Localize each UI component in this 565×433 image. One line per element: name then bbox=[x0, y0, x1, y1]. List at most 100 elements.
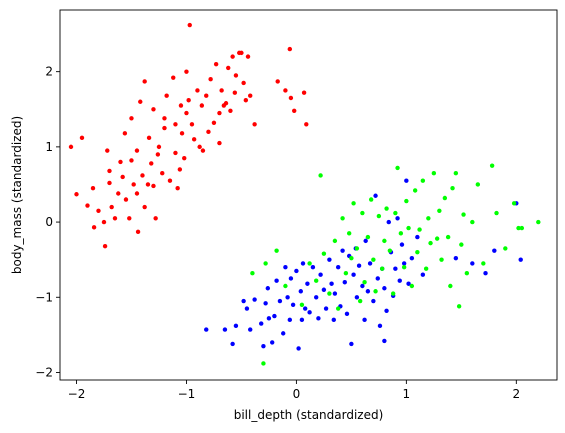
data-point bbox=[118, 159, 123, 165]
data-point bbox=[288, 95, 294, 101]
data-point bbox=[314, 295, 319, 300]
data-point bbox=[200, 148, 206, 153]
data-point bbox=[434, 236, 440, 241]
y-axis-label: body_mass (standardized) bbox=[10, 116, 24, 274]
data-point bbox=[171, 75, 176, 80]
data-point bbox=[145, 182, 151, 187]
data-point bbox=[175, 186, 180, 191]
data-point bbox=[239, 50, 244, 56]
data-point bbox=[135, 229, 141, 235]
data-point bbox=[356, 263, 362, 268]
data-point bbox=[248, 93, 253, 98]
data-point bbox=[304, 122, 309, 127]
data-point bbox=[105, 148, 110, 153]
data-point bbox=[107, 180, 112, 186]
data-point bbox=[182, 155, 187, 161]
data-point bbox=[241, 80, 246, 86]
data-point bbox=[134, 191, 140, 196]
data-point bbox=[401, 261, 407, 266]
data-point bbox=[184, 110, 189, 116]
data-point bbox=[156, 144, 162, 150]
data-point bbox=[335, 306, 341, 311]
x-tick-label: −2 bbox=[68, 387, 86, 401]
data-point bbox=[329, 281, 334, 286]
data-point bbox=[184, 69, 189, 74]
data-point bbox=[442, 195, 448, 201]
data-point bbox=[349, 341, 354, 347]
data-point bbox=[384, 206, 389, 211]
data-point bbox=[204, 93, 209, 98]
data-point bbox=[420, 272, 426, 277]
data-point bbox=[399, 242, 405, 247]
data-point bbox=[223, 101, 229, 106]
data-point bbox=[167, 178, 173, 183]
data-point bbox=[489, 163, 495, 168]
data-point bbox=[287, 317, 293, 323]
data-point bbox=[91, 225, 97, 230]
y-axis: −2 −1 0 1 2 bbox=[35, 65, 60, 379]
data-point bbox=[195, 88, 200, 93]
data-point bbox=[153, 216, 158, 221]
data-point bbox=[250, 271, 255, 276]
data-point bbox=[365, 234, 371, 240]
data-point bbox=[397, 278, 402, 283]
data-point bbox=[263, 261, 268, 266]
data-point bbox=[155, 152, 161, 157]
plot-frame bbox=[59, 9, 558, 381]
x-tick-label: −1 bbox=[178, 387, 196, 401]
data-point bbox=[335, 265, 341, 270]
data-point bbox=[382, 338, 387, 344]
data-point bbox=[373, 289, 378, 294]
data-point bbox=[217, 140, 222, 146]
data-point bbox=[274, 248, 279, 253]
data-point bbox=[332, 238, 338, 244]
data-point bbox=[186, 98, 191, 103]
data-point bbox=[131, 182, 136, 187]
data-point bbox=[300, 261, 306, 266]
data-point bbox=[74, 192, 79, 197]
data-point bbox=[274, 278, 279, 283]
data-point bbox=[323, 306, 329, 311]
data-point bbox=[122, 131, 128, 136]
data-point bbox=[406, 225, 411, 231]
data-point bbox=[375, 276, 380, 281]
data-point bbox=[470, 261, 475, 266]
data-point bbox=[68, 144, 74, 150]
data-point bbox=[393, 210, 398, 216]
data-point bbox=[461, 212, 466, 217]
data-point bbox=[307, 310, 312, 315]
data-point bbox=[96, 208, 101, 213]
data-point bbox=[199, 103, 205, 108]
data-point bbox=[112, 216, 118, 221]
data-point bbox=[206, 129, 211, 135]
data-point bbox=[301, 90, 307, 95]
data-point bbox=[448, 283, 453, 289]
data-point bbox=[123, 197, 129, 202]
data-point bbox=[283, 265, 288, 270]
data-point bbox=[386, 219, 391, 225]
data-point bbox=[357, 298, 363, 304]
data-point bbox=[417, 227, 422, 232]
data-point bbox=[162, 125, 167, 131]
data-point bbox=[189, 122, 195, 127]
data-point bbox=[354, 295, 360, 300]
data-point bbox=[310, 265, 316, 270]
points-layer bbox=[68, 22, 541, 366]
data-point bbox=[290, 302, 296, 307]
data-point bbox=[142, 79, 147, 84]
data-point bbox=[382, 286, 387, 291]
data-point bbox=[211, 120, 217, 126]
data-point bbox=[384, 308, 389, 314]
data-point bbox=[134, 148, 140, 153]
data-point bbox=[232, 90, 238, 95]
data-point bbox=[398, 231, 404, 236]
data-point bbox=[456, 304, 462, 309]
data-point bbox=[102, 243, 108, 249]
data-point bbox=[230, 54, 235, 59]
data-point bbox=[331, 317, 336, 323]
data-point bbox=[244, 306, 250, 311]
data-point bbox=[213, 61, 219, 67]
data-point bbox=[281, 331, 286, 336]
data-point bbox=[305, 281, 310, 286]
data-point bbox=[79, 135, 85, 141]
